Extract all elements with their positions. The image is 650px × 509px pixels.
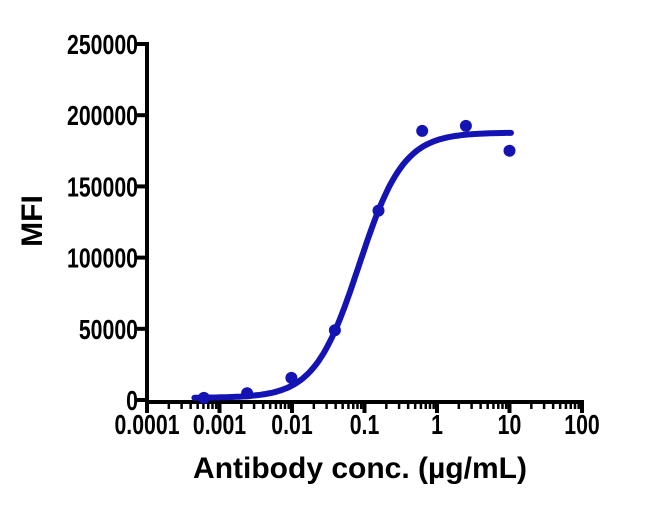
y-tick-label: 150000	[67, 172, 138, 204]
data-point	[503, 144, 516, 157]
y-tick-label: 200000	[67, 100, 138, 132]
data-point	[372, 204, 385, 217]
x-tick-label: 10	[498, 409, 522, 441]
y-tick-label: 100000	[67, 243, 138, 275]
data-point	[285, 371, 298, 384]
y-tick-label: 50000	[79, 314, 138, 346]
data-point	[241, 387, 254, 400]
x-tick-label: 1	[431, 409, 443, 441]
data-point	[416, 124, 429, 137]
y-tick-label: 0	[126, 385, 138, 417]
x-tick-label: 0.1	[350, 409, 380, 441]
data-point	[459, 119, 472, 132]
x-tick-label: 0.001	[193, 409, 246, 441]
fit-curve	[191, 129, 514, 401]
y-tick-label: 250000	[67, 29, 138, 61]
x-tick-label: 100	[564, 409, 599, 441]
x-tick-label: 0.01	[271, 409, 313, 441]
x-tick-label: 0.0001	[114, 409, 179, 441]
data-point	[197, 391, 210, 404]
x-axis-title: Antibody conc. (µg/mL)	[193, 452, 527, 485]
y-axis-title: MFI	[16, 195, 49, 247]
data-point	[328, 324, 341, 337]
